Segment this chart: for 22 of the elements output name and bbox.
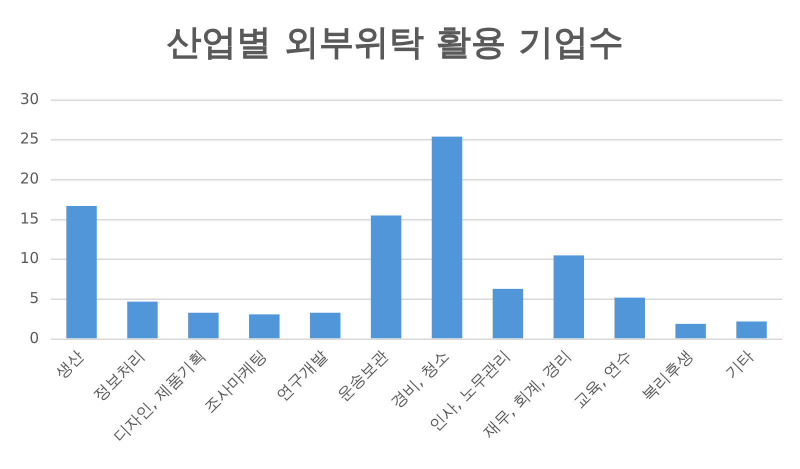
bar <box>736 322 767 338</box>
bar <box>249 314 280 338</box>
x-tick-label: 기타 <box>721 346 758 382</box>
y-tick-label: 10 <box>20 249 40 268</box>
bar <box>127 302 158 338</box>
bar <box>614 298 645 338</box>
y-tick-label: 5 <box>30 289 40 308</box>
bar <box>188 312 219 338</box>
y-tick-label: 25 <box>20 130 40 148</box>
bar <box>492 288 524 338</box>
bar <box>554 255 584 338</box>
y-tick-label: 30 <box>20 90 40 108</box>
chart-title: 산업별 외부위탁 활용 기업수 <box>166 23 624 64</box>
y-tick-label: 20 <box>20 170 40 188</box>
y-tick-label: 15 <box>20 209 40 228</box>
bar <box>370 216 402 338</box>
y-tick-label: 0 <box>30 328 40 347</box>
bar <box>432 136 462 338</box>
x-tick-label: 생산 <box>51 346 88 382</box>
bar <box>310 312 340 338</box>
bar <box>66 206 97 338</box>
bar <box>675 324 706 338</box>
